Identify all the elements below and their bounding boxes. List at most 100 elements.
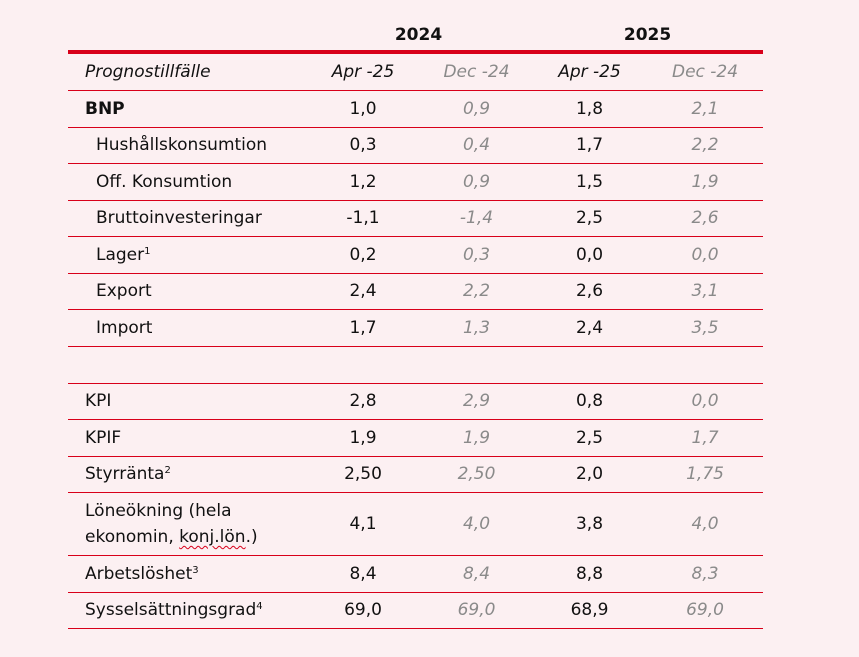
cell-value: 0,3 [462, 244, 491, 265]
row-label-line2: ekonomin, [85, 527, 180, 547]
cell-value: 2,2 [691, 135, 719, 156]
table-row-loneokning: Löneökning (hela ekonomin, konj.lön.) 4,1… [68, 493, 764, 556]
cell-value: 1,9 [691, 171, 719, 192]
cell-value: 0,2 [349, 244, 377, 265]
row-label: Off. Konsumtion [96, 171, 233, 192]
table-row-lager: Lager1 0,2 0,3 0,0 0,0 [68, 237, 764, 274]
cell-value: 4,0 [691, 514, 719, 534]
cell-value: 0,0 [575, 244, 604, 265]
cell-value: 8,4 [462, 563, 491, 584]
cell-value: 1,2 [349, 171, 377, 192]
cell-value: -1,4 [459, 208, 494, 229]
cell-value: 1,75 [686, 464, 724, 485]
cell-value: 3,5 [691, 317, 719, 338]
cell-value: 2,0 [575, 464, 604, 485]
year-header-2024: 2024 [394, 25, 443, 45]
row-label: BNP [85, 98, 125, 119]
cell-value: 8,3 [691, 563, 719, 584]
table-row-kpi: KPI 2,8 2,9 0,8 0,0 [68, 383, 764, 420]
cell-value: 69,0 [457, 600, 496, 621]
table-row-off-konsumtion: Off. Konsumtion 1,2 0,9 1,5 1,9 [68, 164, 764, 200]
col-header-apr25-2024: Apr -25 [331, 62, 395, 82]
cell-value: 2,2 [462, 281, 491, 302]
year-header-row: 2024 2025 [68, 20, 764, 52]
row-label-header: Prognostillfälle [85, 62, 211, 82]
row-label-text: Styrränta [85, 464, 165, 485]
row-label: Bruttoinvesteringar [96, 208, 262, 229]
table-row-bnp: BNP 1,0 0,9 1,8 2,1 [68, 91, 764, 127]
footnote-marker: 3 [192, 564, 199, 576]
row-label: KPI [85, 391, 112, 412]
cell-value: 1,3 [462, 317, 491, 338]
row-label: Arbetslöshet3 [68, 556, 305, 593]
cell-value: 1,5 [575, 171, 604, 192]
table-row-arbetsloshet: Arbetslöshet3 8,4 8,4 8,8 8,3 [68, 556, 764, 593]
spacer-row [68, 346, 764, 383]
row-label: Sysselsättningsgrad4 [68, 592, 305, 629]
cell-value: 2,50 [457, 464, 496, 485]
cell-value: 3,8 [575, 514, 604, 534]
row-label-text: Arbetslöshet [85, 563, 193, 584]
cell-value: 2,6 [575, 281, 604, 302]
cell-value: 0,4 [462, 135, 491, 156]
row-label: Styrränta2 [68, 456, 305, 493]
row-label: Export [96, 281, 152, 302]
cell-value: 2,4 [575, 317, 604, 338]
row-label: Löneökning (hela ekonomin, konj.lön.) [68, 493, 305, 556]
table-row-styrranta: Styrränta2 2,50 2,50 2,0 1,75 [68, 456, 764, 493]
row-label: KPIF [85, 427, 122, 448]
year-header-2025: 2025 [623, 25, 672, 45]
spellcheck-underlined-word: konj.lön [179, 527, 246, 547]
cell-value: 4,1 [349, 514, 377, 534]
cell-value: 0,0 [691, 391, 719, 412]
cell-value: 3,1 [691, 281, 719, 302]
table-row-sysselsattningsgrad: Sysselsättningsgrad4 69,0 69,0 68,9 69,0 [68, 592, 764, 629]
cell-value: 1,7 [349, 317, 377, 338]
cell-value: 8,8 [575, 563, 604, 584]
col-header-apr25-2025: Apr -25 [558, 62, 621, 82]
row-label-line2-end: .) [245, 527, 258, 547]
cell-value: 69,0 [686, 600, 724, 621]
cell-value: 2,5 [575, 427, 604, 448]
col-header-dec24-2024: Dec -24 [443, 62, 510, 82]
cell-value: 2,1 [691, 98, 719, 119]
row-label-text: Sysselsättningsgrad [85, 600, 257, 621]
cell-value: 2,9 [462, 391, 491, 412]
cell-value: 2,50 [344, 464, 382, 485]
row-label-line1: Löneökning (hela [85, 501, 232, 521]
table-row-hushallskonsumtion: Hushållskonsumtion 0,3 0,4 1,7 2,2 [68, 127, 764, 164]
table-row-export: Export 2,4 2,2 2,6 3,1 [68, 273, 764, 310]
cell-value: 0,9 [462, 98, 491, 119]
cell-value: 1,7 [575, 135, 604, 156]
cell-value: 0,0 [691, 244, 719, 265]
cell-value: 1,9 [462, 427, 491, 448]
table-row-bruttoinvesteringar: Bruttoinvesteringar -1,1 -1,4 2,5 2,6 [68, 200, 764, 237]
cell-value: 1,0 [349, 98, 377, 119]
forecast-table: 2024 2025 Prognostillfälle Apr -25 Dec -… [68, 20, 764, 629]
cell-value: 0,9 [462, 171, 491, 192]
footnote-marker: 1 [144, 245, 151, 257]
cell-value: 2,5 [575, 208, 604, 229]
cell-value: 8,4 [349, 563, 377, 584]
table-row-kpif: KPIF 1,9 1,9 2,5 1,7 [68, 420, 764, 456]
cell-value: 1,7 [691, 427, 719, 448]
cell-value: 4,0 [462, 514, 491, 534]
col-header-dec24-2025: Dec -24 [671, 62, 739, 82]
forecast-table-container: 2024 2025 Prognostillfälle Apr -25 Dec -… [68, 20, 764, 629]
row-label: Hushållskonsumtion [96, 135, 268, 156]
cell-value: 2,6 [691, 208, 719, 229]
table-row-import: Import 1,7 1,3 2,4 3,5 [68, 310, 764, 346]
cell-value: 68,9 [570, 600, 609, 621]
cell-value: 2,8 [349, 391, 377, 412]
row-label-text: Lager [96, 244, 145, 265]
cell-value: -1,1 [346, 208, 380, 229]
cell-value: 69,0 [344, 600, 382, 621]
footnote-marker: 2 [164, 465, 171, 477]
row-label: Lager1 [68, 237, 305, 274]
cell-value: 0,3 [349, 135, 377, 156]
cell-value: 0,8 [575, 391, 604, 412]
row-label: Import [96, 317, 153, 338]
column-header-row: Prognostillfälle Apr -25 Dec -24 Apr -25… [68, 52, 764, 91]
cell-value: 1,9 [349, 427, 377, 448]
footnote-marker: 4 [256, 601, 263, 613]
